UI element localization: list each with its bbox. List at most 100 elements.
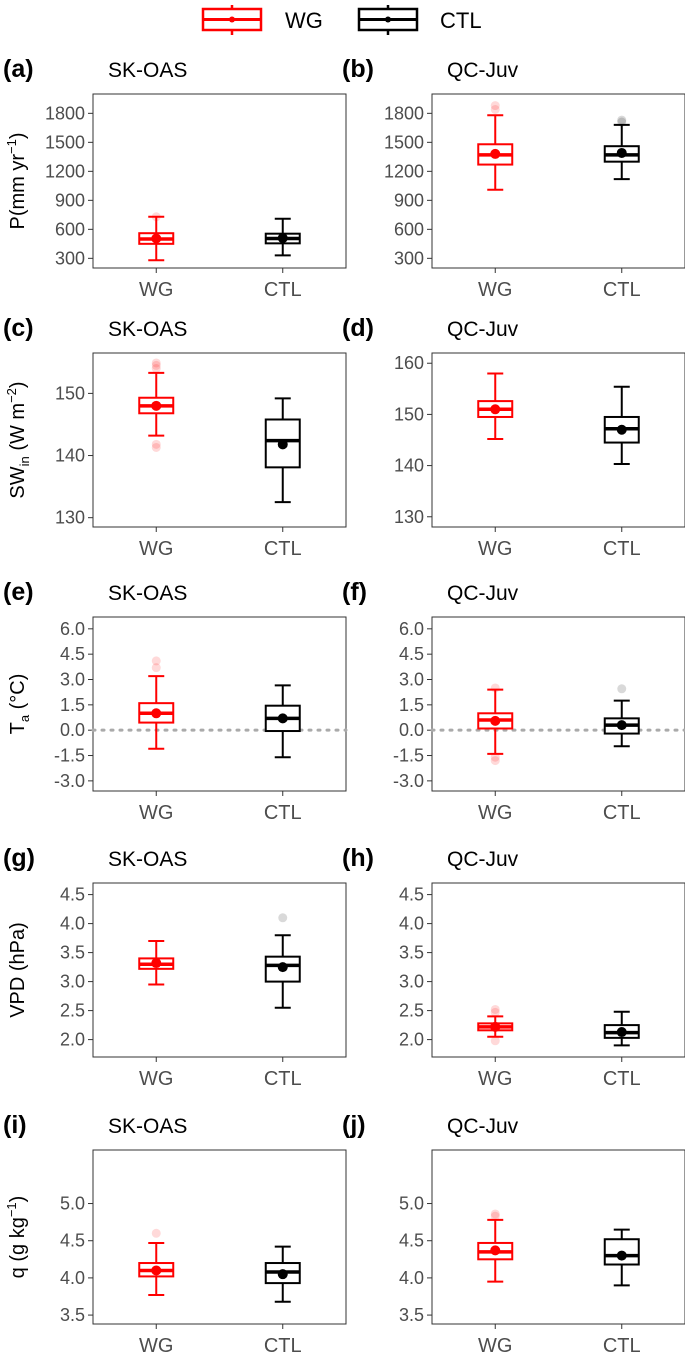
x-tick-label: CTL [603, 1335, 641, 1357]
mean-point [151, 1265, 162, 1276]
outlier-point [151, 656, 161, 666]
mean-point [616, 720, 627, 731]
y-tick-label: 4.5 [399, 644, 424, 664]
y-axis-label-part: q [7, 1267, 29, 1278]
panel-a: (a) SK-OAS 300 600 900 1200 1500 1800 WG CTL P(mm … [3, 55, 347, 301]
y-tick-label: 160 [394, 353, 424, 373]
y-tick-label: 4.5 [399, 885, 424, 905]
panel-j: (j) QC-Juv 3.5 4.0 4.5 5.0 WG CTL [342, 1111, 685, 1357]
y-tick-label: 3.0 [60, 670, 85, 690]
panel-e: (e) SK-OAS -3.0 -1.5 0.0 1.5 3.0 4.5 6.0 WG CTL Ta … [3, 578, 348, 824]
y-tick-label: 300 [55, 248, 85, 268]
mean-point [277, 439, 288, 450]
y-tick-label: 3.0 [60, 972, 85, 992]
y-axis-label-part: ) [7, 132, 29, 139]
y-tick-label: 4.0 [399, 914, 424, 934]
y-tick-label: 130 [55, 508, 85, 528]
mean-point [490, 404, 501, 415]
plot-frame [431, 1149, 685, 1325]
x-tick-label: WG [478, 1068, 512, 1090]
y-axis-label-part: (W m [7, 403, 29, 456]
y-tick-label: 1200 [384, 161, 424, 181]
y-axis-label-part: a [17, 714, 32, 722]
y-axis-label-part: −1 [4, 139, 19, 154]
panel-title: QC-Juv [447, 582, 519, 605]
panel-title: QC-Juv [447, 1115, 519, 1138]
y-tick-label: 1.5 [60, 695, 85, 715]
panel-letter: (f) [342, 578, 367, 606]
box-ctl [603, 115, 640, 181]
y-tick-label: 140 [394, 456, 424, 476]
outlier-point [151, 439, 161, 449]
outlier-point [151, 663, 161, 673]
y-axis-label-part: in [17, 456, 32, 466]
box-ctl [603, 1010, 640, 1047]
y-tick-label: 1500 [384, 132, 424, 152]
plot-frame [431, 352, 685, 528]
y-tick-label: 3.0 [399, 670, 424, 690]
y-tick-label: 150 [394, 404, 424, 424]
x-tick-label: WG [478, 802, 512, 824]
outlier-point [490, 1007, 500, 1017]
y-tick-label: 4.5 [60, 885, 85, 905]
outlier-point [278, 913, 288, 923]
panel-d: (d) QC-Juv 130 140 150 160 WG CTL [342, 314, 685, 560]
y-tick-label: 900 [394, 190, 424, 210]
y-axis-label-part: (mm yr [7, 154, 29, 217]
y-tick-label: 2.5 [399, 1001, 424, 1021]
legend-label-wg: WG [285, 8, 323, 33]
box-ctl [603, 684, 640, 748]
box-wg [138, 1228, 175, 1296]
panel-g: (g) SK-OAS 2.0 2.5 3.0 3.5 4.0 4.5 WG CTL VPD (hPa… [3, 844, 347, 1090]
y-tick-label: 3.5 [60, 943, 85, 963]
y-axis-label-part: T [7, 722, 29, 734]
panel-title: SK-OAS [108, 59, 187, 82]
y-tick-label: 1.5 [399, 695, 424, 715]
mean-point [151, 708, 162, 719]
outlier-point [490, 101, 500, 111]
mean-point [277, 713, 288, 724]
panel-title: SK-OAS [108, 318, 187, 341]
panel-title: SK-OAS [108, 582, 187, 605]
y-tick-label: 130 [394, 507, 424, 527]
panel-b: (b) QC-Juv 300 600 900 1200 1500 1800 WG CTL [342, 55, 685, 301]
y-tick-label: 0.0 [399, 720, 424, 740]
y-axis-label: VPD (hPa) [7, 922, 29, 1018]
outlier-point [490, 756, 500, 766]
x-tick-label: CTL [603, 802, 641, 824]
y-tick-label: -3.0 [393, 771, 424, 791]
y-tick-label: 4.5 [399, 1231, 424, 1251]
box-ctl [264, 217, 301, 257]
y-tick-label: 1200 [45, 161, 85, 181]
x-tick-label: CTL [264, 802, 302, 824]
legend-label-ctl: CTL [440, 8, 482, 33]
box-ctl [264, 397, 301, 504]
outlier-point [490, 1036, 500, 1046]
plot-frame [431, 93, 685, 269]
x-tick-label: WG [139, 279, 173, 301]
plot-frame [431, 616, 685, 792]
mean-point [277, 1269, 288, 1280]
outlier-point [617, 684, 627, 694]
y-tick-label: 2.0 [60, 1030, 85, 1050]
y-tick-label: 4.0 [399, 1268, 424, 1288]
panel-letter: (i) [3, 1111, 27, 1139]
box-ctl [603, 1228, 640, 1287]
mean-point [490, 148, 501, 159]
box-ctl [264, 913, 301, 1009]
box-wg [477, 101, 514, 191]
y-tick-label: 5.0 [60, 1194, 85, 1214]
box-wg [477, 1209, 514, 1283]
legend-key-wg [201, 5, 263, 35]
panel-letter: (b) [342, 55, 374, 83]
y-tick-label: 3.0 [399, 972, 424, 992]
y-tick-label: 300 [394, 248, 424, 268]
y-tick-label: 6.0 [60, 619, 85, 639]
y-tick-label: -3.0 [54, 771, 85, 791]
box-ctl [603, 385, 640, 466]
x-tick-label: CTL [603, 1068, 641, 1090]
panel-letter: (e) [3, 578, 34, 606]
panel-title: SK-OAS [108, 848, 187, 871]
mean-point [490, 1245, 501, 1256]
